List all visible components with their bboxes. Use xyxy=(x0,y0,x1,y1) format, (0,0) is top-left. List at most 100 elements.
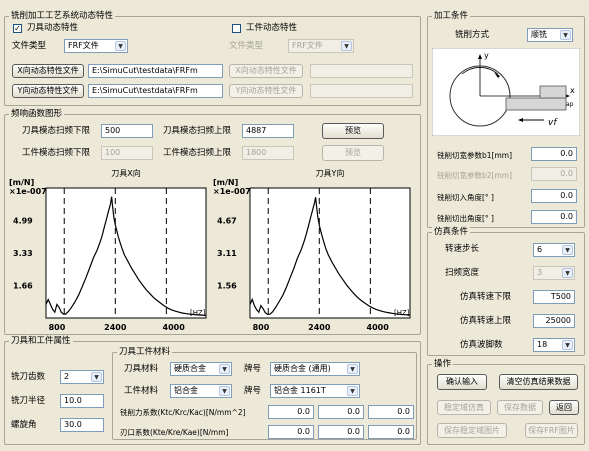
y-file-path-field[interactable]: E:\SimuCut\testdata\FRFm xyxy=(88,84,223,98)
tool-dynamic-checkbox[interactable]: ✓ xyxy=(13,24,22,33)
width-b1-input[interactable]: 0.0 xyxy=(531,147,577,161)
chevron-down-icon: ▼ xyxy=(341,41,352,51)
wp-high-input[interactable]: 1800 xyxy=(242,146,294,160)
width-b2-input[interactable]: 0.0 xyxy=(531,167,577,181)
edge-coef-kte-input[interactable]: 0.0 xyxy=(268,425,314,439)
save-stability-image-button[interactable]: 保存稳定域图片 xyxy=(437,423,507,438)
milling-diagram: y x vf ap xyxy=(432,48,580,136)
speed-step-label: 转速步长 xyxy=(445,244,480,254)
confirm-input-button[interactable]: 确认输入 xyxy=(437,374,487,390)
y-tick-label: 1.56 xyxy=(217,282,237,291)
chart-title: 刀具X向 xyxy=(111,168,140,178)
milling-mode-select[interactable]: 顺铣 ▼ xyxy=(527,28,573,42)
exit-angle-input[interactable]: 0.0 xyxy=(531,210,577,224)
chevron-down-icon: ▼ xyxy=(219,386,230,396)
waves-label: 仿真波脚数 xyxy=(460,340,503,350)
group-title: 操作 xyxy=(432,359,454,369)
y-file-button[interactable]: Y向动态特性文件 xyxy=(12,84,84,98)
tool-high-label: 刀具模态扫频上限 xyxy=(163,126,232,136)
x-tick-label: 800 xyxy=(253,323,270,332)
wp-y-file-button[interactable]: Y向动态特性文件 xyxy=(229,84,303,98)
force-coef-label: 铣削力系数(Ktc/Krc/Kac)[N/mm^2] xyxy=(120,408,246,417)
force-coef-kac-input[interactable]: 0.0 xyxy=(368,405,414,419)
tool-material-label: 刀具材料 xyxy=(124,364,159,374)
x-file-path-field[interactable]: E:\SimuCut\testdata\FRFm xyxy=(88,64,223,78)
tool-dynamic-label: 刀具动态特性 xyxy=(27,23,79,33)
teeth-select[interactable]: 2 ▼ xyxy=(60,370,104,384)
edge-coef-kre-input[interactable]: 0.0 xyxy=(318,425,364,439)
wp-grade-select[interactable]: 铝合金 1161T ▼ xyxy=(270,384,360,398)
wp-low-input[interactable]: 100 xyxy=(101,146,153,160)
width-b1-label: 铣削切宽参数b1[mm] xyxy=(437,151,512,160)
tool-grade-select[interactable]: 硬质合金 (通用) ▼ xyxy=(270,362,360,376)
group-title: 刀具工件材料 xyxy=(117,347,173,357)
save-data-button[interactable]: 保存数据 xyxy=(497,400,543,415)
speed-low-input[interactable]: T500 xyxy=(533,290,575,304)
chevron-down-icon: ▼ xyxy=(562,245,573,255)
file-type-select[interactable]: FRF文件 ▼ xyxy=(64,39,128,53)
clear-results-button[interactable]: 清空仿真结果数据 xyxy=(499,374,578,390)
wp-x-file-path-field[interactable] xyxy=(310,64,413,78)
wp-material-select[interactable]: 铝合金 ▼ xyxy=(170,384,232,398)
tool-material-select[interactable]: 硬质合金 ▼ xyxy=(170,362,232,376)
speed-step-select[interactable]: 6 ▼ xyxy=(533,243,575,257)
helix-input[interactable]: 30.0 xyxy=(60,418,104,432)
force-coef-ktc-input[interactable]: 0.0 xyxy=(268,405,314,419)
speed-high-input[interactable]: 25000 xyxy=(533,314,575,328)
chevron-down-icon: ▼ xyxy=(219,364,230,374)
wp-material-label: 工件材料 xyxy=(124,386,159,396)
wp-grade-label: 牌号 xyxy=(244,386,262,396)
tool-low-input[interactable]: 500 xyxy=(101,124,153,138)
chevron-down-icon: ▼ xyxy=(115,41,126,51)
materials-group: 刀具工件材料 xyxy=(112,347,417,440)
workpiece-dynamic-checkbox[interactable] xyxy=(232,24,241,33)
y-unit-label: [m/N] xyxy=(9,178,34,187)
y-axis-label: y xyxy=(484,51,489,60)
x-file-button[interactable]: X向动态特性文件 xyxy=(12,64,84,78)
x-axis-label: x xyxy=(570,86,575,95)
tool-workpiece-group: 刀具和工件属性 xyxy=(4,336,421,445)
plot-area xyxy=(249,187,411,319)
milling-mode-label: 铣削方式 xyxy=(455,30,490,40)
chevron-down-icon: ▼ xyxy=(91,372,102,382)
y-unit-label: [m/N] xyxy=(213,178,238,187)
force-coef-krc-input[interactable]: 0.0 xyxy=(318,405,364,419)
y-scale-label: ×1e-007 xyxy=(213,187,251,196)
tool-high-input[interactable]: 4887 xyxy=(242,124,294,138)
back-button[interactable]: 返回 xyxy=(549,400,579,415)
wp-x-file-button[interactable]: X向动态特性文件 xyxy=(229,64,303,78)
group-title: 加工条件 xyxy=(432,11,471,21)
y-tick-label: 4.99 xyxy=(13,217,33,226)
tool-y-frf-chart: 刀具Y向 [m/N] ×1e-007 4.67 3.11 1.56 800 2400 40… xyxy=(213,168,411,332)
frf-line xyxy=(249,197,411,316)
chevron-down-icon: ▼ xyxy=(347,386,358,396)
tool-grade-label: 牌号 xyxy=(244,364,262,374)
helix-label: 螺旋角 xyxy=(11,420,37,430)
tool-x-frf-chart: 刀具X向 [m/N] ×1e-007 4.99 3.33 1.66 800 2400 40… xyxy=(9,168,207,332)
machining-conditions-group: 加工条件 xyxy=(427,11,585,228)
wp-file-type-select[interactable]: FRF文件 ▼ xyxy=(288,39,354,53)
waves-select[interactable]: 18 ▼ xyxy=(533,338,575,352)
sweep-width-label: 扫频宽度 xyxy=(445,268,480,278)
entry-angle-input[interactable]: 0.0 xyxy=(531,189,577,203)
stability-sim-button[interactable]: 稳定域仿真 xyxy=(437,400,491,415)
feed-label: vf xyxy=(548,118,558,128)
x-unit-label: [HZ] xyxy=(394,309,410,317)
x-tick-label: 2400 xyxy=(308,323,331,332)
teeth-label: 铣刀齿数 xyxy=(11,372,46,382)
edge-coef-label: 刃口系数(Kte/Kre/Kae)[N/mm] xyxy=(120,428,229,437)
file-type-label: 文件类型 xyxy=(12,41,47,51)
radius-input[interactable]: 10.0 xyxy=(60,394,104,408)
save-frf-image-button[interactable]: 保存FRF图片 xyxy=(525,423,578,438)
edge-coef-kae-input[interactable]: 0.0 xyxy=(368,425,414,439)
sweep-width-select[interactable]: 3 ▼ xyxy=(533,266,575,280)
width-b2-label: 铣削切宽参数b2[mm] xyxy=(437,171,512,180)
wp-y-file-path-field[interactable] xyxy=(310,84,413,98)
y-tick-label: 3.33 xyxy=(13,249,33,258)
tool-low-label: 刀具模态扫频下限 xyxy=(22,126,91,136)
wp-preview-button[interactable]: 预览 xyxy=(322,145,384,161)
entry-angle-label: 铣削切入角度[° ] xyxy=(437,193,494,202)
wp-low-label: 工件模态扫频下限 xyxy=(22,148,91,158)
tool-preview-button[interactable]: 预览 xyxy=(322,123,384,139)
x-tick-label: 4000 xyxy=(367,323,390,332)
